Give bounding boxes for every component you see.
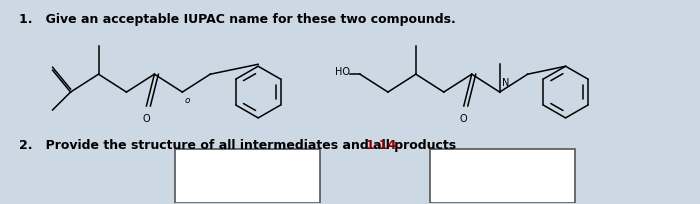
Text: O: O	[460, 114, 468, 124]
Text: 1.   Give an acceptable IUPAC name for these two compounds.: 1. Give an acceptable IUPAC name for the…	[19, 13, 456, 26]
Text: HO: HO	[335, 67, 350, 77]
Text: o: o	[184, 96, 190, 105]
Bar	[175, 149, 320, 203]
Text: N: N	[502, 78, 509, 88]
Text: 1-14.: 1-14.	[365, 139, 402, 152]
Text: O: O	[143, 114, 150, 124]
Bar	[430, 149, 575, 203]
Text: 2.   Provide the structure of all intermediates and all products: 2. Provide the structure of all intermed…	[19, 139, 460, 152]
